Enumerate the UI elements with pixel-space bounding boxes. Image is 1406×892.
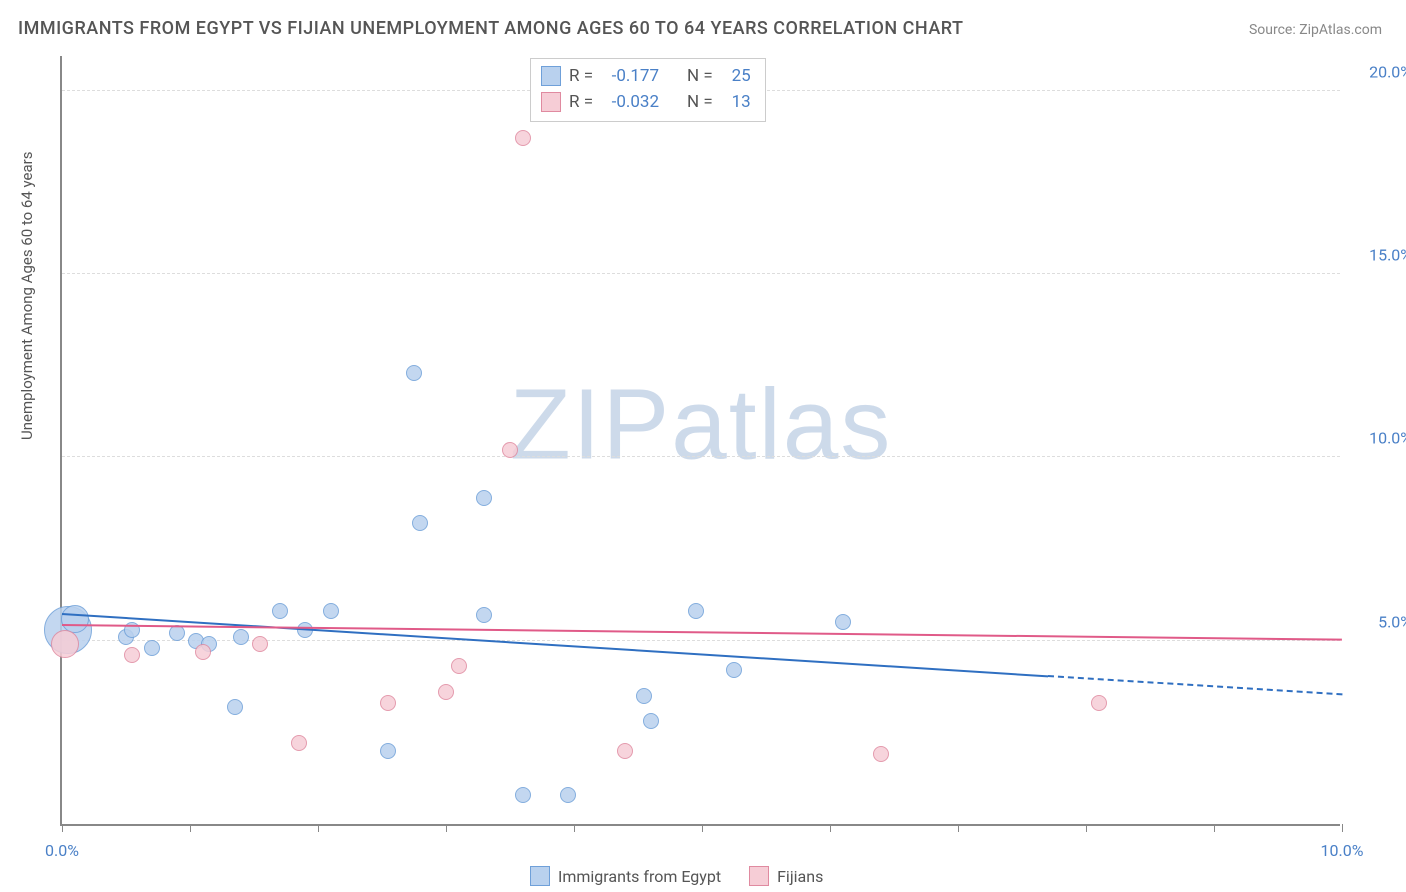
n-value: 25 [721,63,751,89]
data-point [617,743,633,759]
data-point [643,713,659,729]
y-tick-label: 15.0% [1369,246,1406,265]
y-axis-label: Unemployment Among Ages 60 to 64 years [18,152,36,440]
source-attribution: Source: ZipAtlas.com [1249,22,1382,38]
stats-legend-box: R = -0.177 N = 25 R = -0.032 N = 13 [530,58,766,122]
data-point [406,365,422,381]
data-point [451,658,467,674]
data-point [169,625,185,641]
legend-swatch [749,866,769,886]
data-point [380,695,396,711]
data-point [252,636,268,652]
r-label: R = [569,89,593,115]
data-point [726,662,742,678]
stats-row: R = -0.032 N = 13 [541,89,751,115]
data-point [515,787,531,803]
y-tick-label: 5.0% [1378,612,1406,631]
x-tick [702,824,703,832]
series-swatch [541,92,561,112]
data-point [124,647,140,663]
data-point [873,746,889,762]
x-tick [1086,824,1087,832]
n-label: N = [687,89,713,115]
n-label: N = [687,63,713,89]
data-point [144,640,160,656]
x-tick-label: 0.0% [45,841,79,860]
trend-line-extrapolated [1048,675,1343,695]
data-point [291,735,307,751]
data-point [272,603,288,619]
data-point [688,603,704,619]
x-tick [446,824,447,832]
data-point [412,515,428,531]
legend-label: Immigrants from Egypt [558,867,721,886]
legend-swatch [530,866,550,886]
r-label: R = [569,63,593,89]
x-tick [1214,824,1215,832]
x-tick [830,824,831,832]
data-point [502,442,518,458]
x-tick-label: 10.0% [1321,841,1364,860]
data-point [323,603,339,619]
data-point [438,684,454,700]
gridline-h [62,456,1340,457]
x-tick [318,824,319,832]
data-point [560,787,576,803]
watermark-light: atlas [671,368,892,480]
x-tick [62,824,63,832]
data-point [227,699,243,715]
series-swatch [541,66,561,86]
x-tick [190,824,191,832]
r-value: -0.032 [601,89,659,115]
plot-area: ZIPatlas 5.0%10.0%15.0%20.0%0.0%10.0% [60,56,1340,826]
data-point [380,743,396,759]
y-tick-label: 10.0% [1369,429,1406,448]
data-point [1091,695,1107,711]
legend-label: Fijians [777,867,823,886]
data-point [51,630,79,658]
chart-title: IMMIGRANTS FROM EGYPT VS FIJIAN UNEMPLOY… [18,18,964,39]
x-tick [574,824,575,832]
stats-row: R = -0.177 N = 25 [541,63,751,89]
data-point [636,688,652,704]
r-value: -0.177 [601,63,659,89]
legend-item: Fijians [749,866,823,886]
watermark: ZIPatlas [510,367,893,482]
data-point [476,490,492,506]
y-tick-label: 20.0% [1369,62,1406,81]
bottom-legend: Immigrants from Egypt Fijians [530,866,823,886]
n-value: 13 [721,89,751,115]
legend-item: Immigrants from Egypt [530,866,721,886]
data-point [233,629,249,645]
gridline-h [62,273,1340,274]
data-point [195,644,211,660]
watermark-bold: ZIP [510,368,672,480]
x-tick [958,824,959,832]
data-point [835,614,851,630]
x-tick [1342,824,1343,832]
data-point [476,607,492,623]
data-point [61,605,89,633]
data-point [515,130,531,146]
